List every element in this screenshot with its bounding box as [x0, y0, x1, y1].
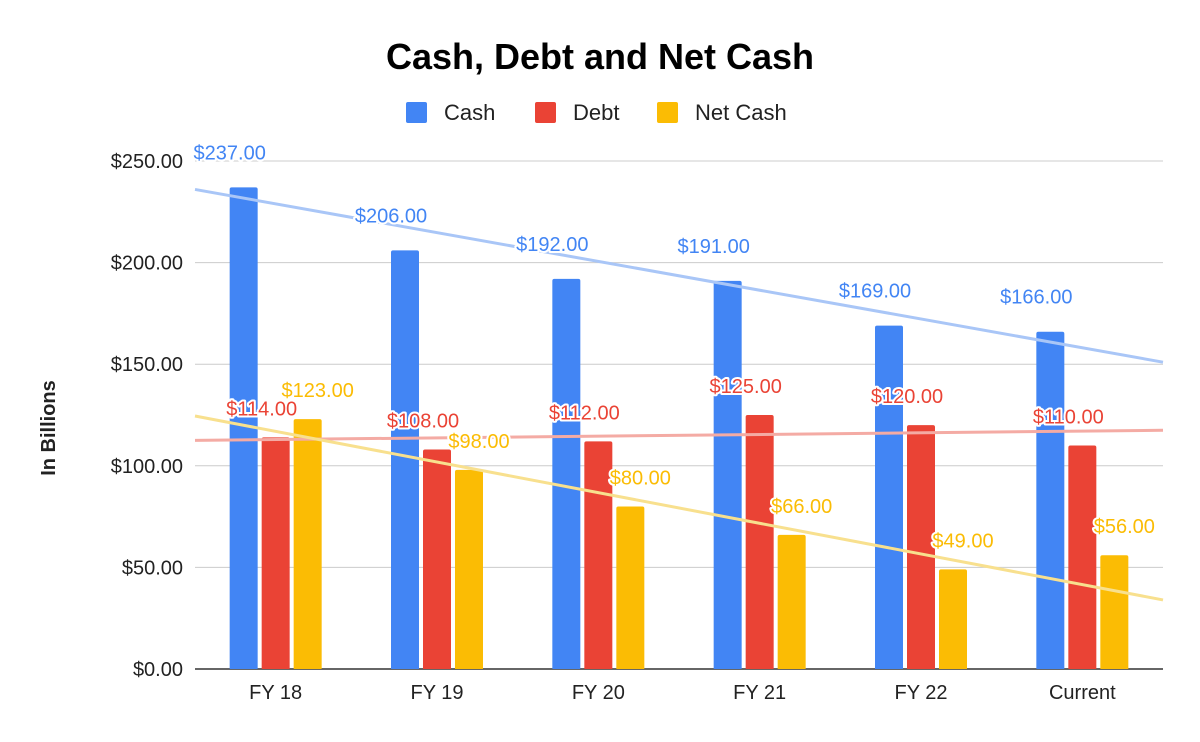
- bar-debt-fy-18: [261, 437, 290, 669]
- legend-label-net-cash: Net Cash: [695, 100, 787, 125]
- y-axis-ticks: $0.00 $50.00 $100.00 $150.00 $200.00 $250.00: [111, 151, 183, 681]
- data-label-net-cash-fy-22: $49.00: [932, 530, 993, 552]
- data-label-net-cash-current: $56.00: [1094, 516, 1155, 538]
- chart-title: Cash, Debt and Net Cash: [386, 36, 814, 77]
- data-label-net-cash-fy-18: $123.00: [282, 380, 354, 402]
- trendline-debt: [194, 428, 1164, 442]
- data-label-debt-fy-20: $112.00: [549, 402, 620, 424]
- bar-debt-fy-21: [745, 415, 774, 669]
- legend-swatch-cash: [406, 102, 427, 123]
- bars: [229, 187, 1129, 669]
- data-label-debt-fy-22: $120.00: [871, 386, 943, 408]
- data-label-debt-fy-19: $108.00: [387, 411, 459, 433]
- data-label-cash-fy-18: $237.00: [194, 142, 266, 164]
- y-tick-label: $50.00: [122, 557, 183, 579]
- bar-debt-fy-22: [907, 425, 935, 669]
- trendlines: [194, 187, 1164, 602]
- x-tick-label: FY 20: [572, 682, 625, 704]
- legend: Cash Debt Net Cash: [406, 100, 787, 125]
- bar-cash-current: [1036, 331, 1065, 669]
- x-axis-ticks: FY 18 FY 19 FY 20 FY 21 FY 22 Current: [249, 682, 1116, 704]
- bar-net-cash-fy-19: [455, 469, 483, 669]
- bar-net-cash-fy-18: [293, 419, 322, 669]
- legend-label-debt: Debt: [573, 100, 619, 125]
- y-tick-label: $150.00: [111, 354, 183, 376]
- legend-swatch-net-cash: [657, 102, 678, 123]
- data-label-cash-fy-22: $169.00: [839, 281, 911, 303]
- bar-net-cash-fy-22: [939, 569, 967, 669]
- x-tick-label: FY 18: [249, 682, 302, 704]
- trendline-cash: [194, 187, 1164, 364]
- data-label-net-cash-fy-19: $98.00: [448, 431, 509, 453]
- data-label-net-cash-fy-21: $66.00: [771, 496, 832, 518]
- legend-label-cash: Cash: [444, 100, 495, 125]
- data-label-cash-fy-21: $191.00: [678, 236, 750, 258]
- bar-debt-fy-20: [584, 441, 613, 669]
- data-label-net-cash-fy-20: $80.00: [610, 467, 671, 489]
- trendline-net-cash: [194, 414, 1164, 602]
- bar-cash-fy-19: [391, 250, 419, 669]
- data-label-debt-fy-21: $125.00: [710, 376, 782, 398]
- bar-debt-current: [1068, 445, 1097, 669]
- y-tick-label: $100.00: [111, 456, 183, 478]
- bar-net-cash-fy-20: [616, 506, 645, 669]
- bar-cash-fy-20: [552, 278, 581, 669]
- data-labels: $237.00 $114.00$123.00 $206.00 $108.00$98.0…: [192, 140, 1157, 554]
- bar-net-cash-fy-21: [777, 534, 806, 669]
- bar-net-cash-current: [1100, 555, 1129, 669]
- x-tick-label: FY 21: [733, 682, 786, 704]
- x-tick-label: Current: [1049, 682, 1116, 704]
- y-tick-label: $250.00: [111, 151, 183, 173]
- gridlines: [195, 160, 1163, 670]
- bar-cash-fy-18: [229, 187, 258, 669]
- bar-cash-fy-21: [713, 280, 742, 669]
- bar-cash-fy-22: [875, 325, 903, 669]
- y-tick-label: $200.00: [111, 253, 183, 275]
- data-label-debt-current: $110.00: [1033, 406, 1104, 428]
- y-tick-label: $0.00: [133, 659, 183, 681]
- bar-debt-fy-19: [423, 449, 451, 669]
- y-axis-label: In Billions: [38, 380, 60, 476]
- data-label-debt-fy-18: $114.00: [226, 398, 297, 420]
- data-label-cash-fy-19: $206.00: [355, 205, 427, 227]
- x-tick-label: FY 22: [895, 682, 948, 704]
- data-label-cash-current: $166.00: [1000, 287, 1072, 309]
- x-tick-label: FY 19: [411, 682, 464, 704]
- data-label-cash-fy-20: $192.00: [516, 234, 588, 256]
- legend-swatch-debt: [535, 102, 556, 123]
